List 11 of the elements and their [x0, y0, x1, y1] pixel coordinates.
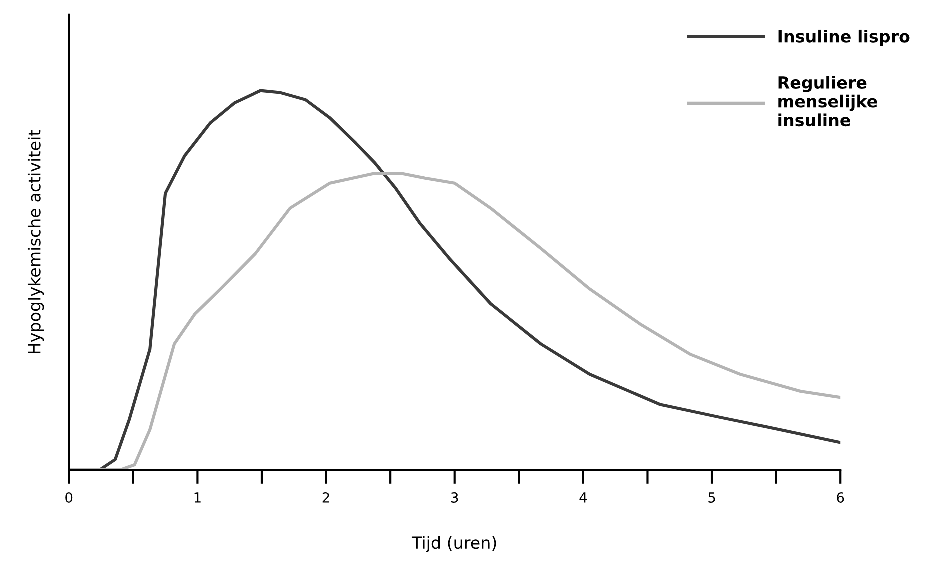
x-tick-label: 5	[708, 492, 716, 503]
x-axis-title: Tijd (uren)	[412, 536, 496, 552]
x-tick-label: 4	[580, 492, 588, 503]
y-axis-title: Hypoglykemische activiteit	[28, 130, 44, 354]
x-tick-label: 0	[66, 492, 73, 503]
x-tick-label: 3	[452, 492, 458, 503]
x-tick-label: 2	[322, 492, 330, 503]
x-tick-label: 1	[194, 492, 201, 503]
legend-label: Reguliere menselijke insuline	[778, 76, 878, 127]
legend-label: Insuline lispro	[778, 30, 910, 46]
x-tick-label: 6	[837, 492, 844, 503]
